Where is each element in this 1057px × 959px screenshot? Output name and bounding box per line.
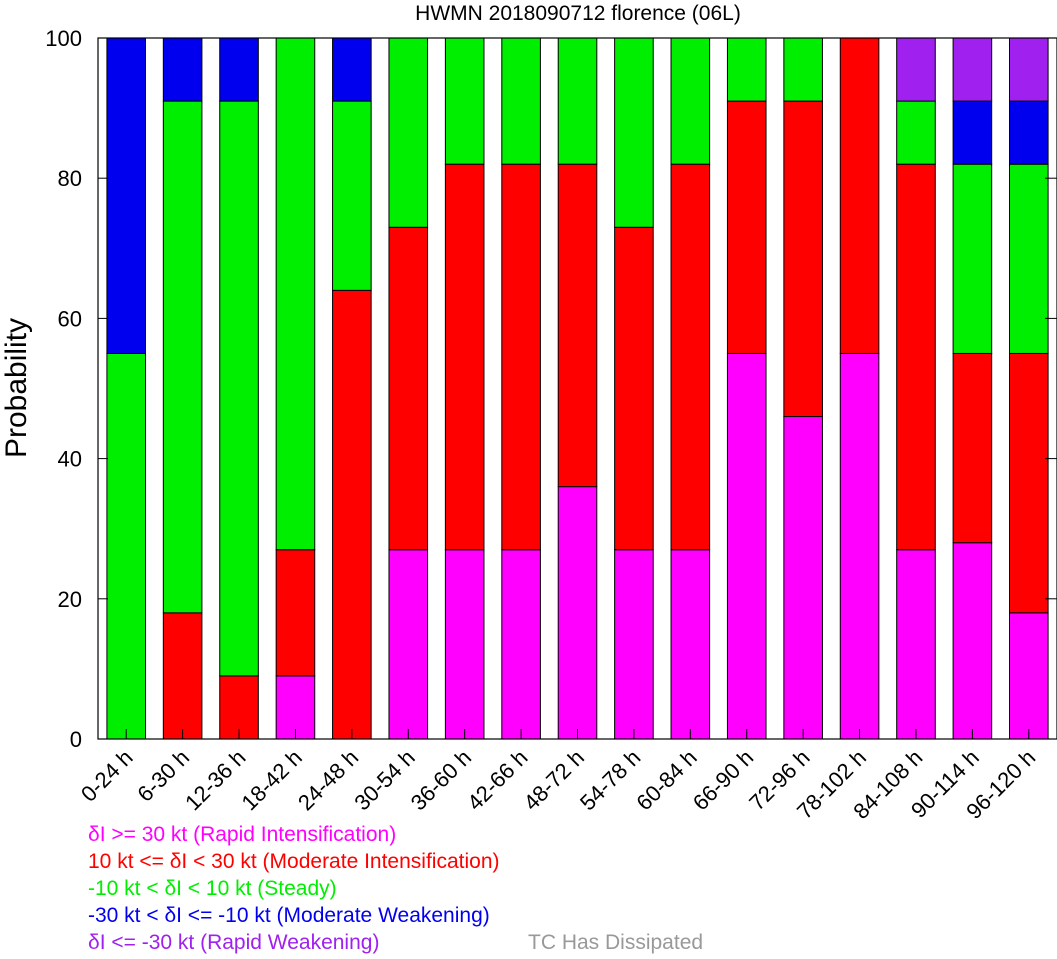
bar-segment-96-120h-series-4 — [1009, 37, 1049, 102]
x-tick-label: 66-90 h — [688, 745, 758, 815]
y-tick-label: 0 — [70, 727, 82, 752]
bar-segment-6-30h-series-2 — [162, 100, 203, 614]
y-axis-label: Probability — [0, 318, 33, 458]
bar-segment-90-114h-series-4 — [952, 37, 993, 102]
bar-segment-54-78h-series-2 — [614, 37, 654, 228]
y-tick-label: 100 — [45, 26, 82, 51]
bar-segment-90-114h-series-1 — [952, 352, 993, 544]
legend-moderate-intensification: 10 kt <= δI < 30 kt (Moderate Intensific… — [88, 850, 500, 873]
bar-segment-72-96h-series-0 — [783, 416, 823, 740]
y-tick-label: 60 — [58, 306, 82, 331]
bar-segment-48-72h-series-1 — [557, 163, 598, 488]
bar-segment-30-54h-series-0 — [388, 549, 429, 740]
bar-segment-96-120h-series-2 — [1009, 163, 1049, 354]
bar-segment-12-36h-series-2 — [219, 100, 259, 677]
bar-segment-42-66h-series-2 — [501, 37, 541, 165]
bar-segment-84-108h-series-1 — [896, 163, 936, 551]
x-tick-label: 60-84 h — [631, 745, 701, 815]
bar-segment-60-84h-series-0 — [670, 549, 711, 740]
bar-segment-18-42h-series-0 — [275, 675, 316, 740]
x-tick-label: 12-36 h — [180, 745, 250, 815]
bar-segment-48-72h-series-0 — [557, 486, 598, 740]
bar-segment-6-30h-series-1 — [162, 612, 203, 740]
bar-segment-42-66h-series-0 — [501, 549, 541, 740]
legend-moderate-weakening: -30 kt < δI <= -10 kt (Moderate Weakenin… — [88, 904, 490, 927]
x-tick-label: 24-48 h — [293, 745, 363, 815]
bar-segment-36-60h-series-2 — [444, 37, 485, 165]
chart-title: HWMN 2018090712 florence (06L) — [415, 2, 741, 25]
x-tick-label: 18-42 h — [237, 745, 307, 815]
x-tick-label: 36-60 h — [406, 745, 476, 815]
bar-segment-24-48h-series-3 — [332, 37, 372, 102]
legend-steady: -10 kt < δI < 10 kt (Steady) — [88, 877, 337, 900]
x-tick-label: 54-78 h — [575, 745, 645, 815]
x-tick-label: 30-54 h — [349, 745, 419, 815]
bar-segment-24-48h-series-2 — [332, 100, 372, 291]
bar-segment-54-78h-series-1 — [614, 226, 654, 551]
x-tick-label: 0-24 h — [76, 745, 138, 807]
x-tick-label: 48-72 h — [519, 745, 589, 815]
bar-segment-48-72h-series-2 — [557, 37, 598, 165]
bar-segment-6-30h-series-3 — [162, 37, 203, 102]
bar-segment-90-114h-series-3 — [952, 100, 993, 165]
bar-segment-90-114h-series-0 — [952, 542, 993, 740]
bar-segment-66-90h-series-2 — [726, 37, 767, 102]
bar-segment-24-48h-series-1 — [332, 289, 372, 740]
bar-segment-78-102h-series-0 — [839, 352, 880, 740]
y-tick-label: 80 — [58, 166, 82, 191]
bar-segment-72-96h-series-1 — [783, 100, 823, 418]
bars-layer — [106, 37, 1049, 740]
bar-segment-84-108h-series-4 — [896, 37, 936, 102]
bar-segment-30-54h-series-2 — [388, 37, 429, 228]
y-axis-ticks: 0 20 40 60 80 100 — [45, 26, 1057, 752]
bar-segment-90-114h-series-2 — [952, 163, 993, 354]
x-axis-tick-labels: 0-24 h6-30 h12-36 h18-42 h24-48 h30-54 h… — [76, 729, 1040, 824]
bar-segment-84-108h-series-2 — [896, 100, 936, 165]
bar-segment-18-42h-series-1 — [275, 549, 316, 677]
legend-dissipated: TC Has Dissipated — [528, 931, 703, 954]
bar-segment-0-24h-series-2 — [106, 352, 147, 740]
legend: δI >= 30 kt (Rapid Intensification) 10 k… — [88, 823, 703, 954]
bar-segment-72-96h-series-2 — [783, 37, 823, 102]
bar-segment-66-90h-series-1 — [726, 100, 767, 354]
bar-segment-42-66h-series-1 — [501, 163, 541, 551]
bar-segment-18-42h-series-2 — [275, 37, 316, 551]
bar-segment-96-120h-series-3 — [1009, 100, 1049, 165]
x-tick-label: 42-66 h — [462, 745, 532, 815]
bar-segment-96-120h-series-1 — [1009, 352, 1049, 614]
bar-segment-96-120h-series-0 — [1009, 612, 1049, 740]
bar-segment-12-36h-series-3 — [219, 37, 259, 102]
legend-rapid-weakening: δI <= -30 kt (Rapid Weakening) — [88, 931, 379, 954]
y-tick-label: 20 — [58, 587, 82, 612]
bar-segment-36-60h-series-0 — [444, 549, 485, 740]
bar-segment-66-90h-series-0 — [726, 352, 767, 740]
bar-segment-60-84h-series-1 — [670, 163, 711, 551]
bar-segment-12-36h-series-1 — [219, 675, 259, 740]
y-tick-label: 40 — [58, 447, 82, 472]
legend-rapid-intensification: δI >= 30 kt (Rapid Intensification) — [88, 823, 396, 846]
bar-segment-78-102h-series-1 — [839, 37, 880, 354]
bar-segment-54-78h-series-0 — [614, 549, 654, 740]
bar-segment-0-24h-series-3 — [106, 37, 147, 354]
bar-segment-84-108h-series-0 — [896, 549, 936, 740]
bar-segment-36-60h-series-1 — [444, 163, 485, 551]
bar-segment-60-84h-series-2 — [670, 37, 711, 165]
bar-segment-30-54h-series-1 — [388, 226, 429, 551]
